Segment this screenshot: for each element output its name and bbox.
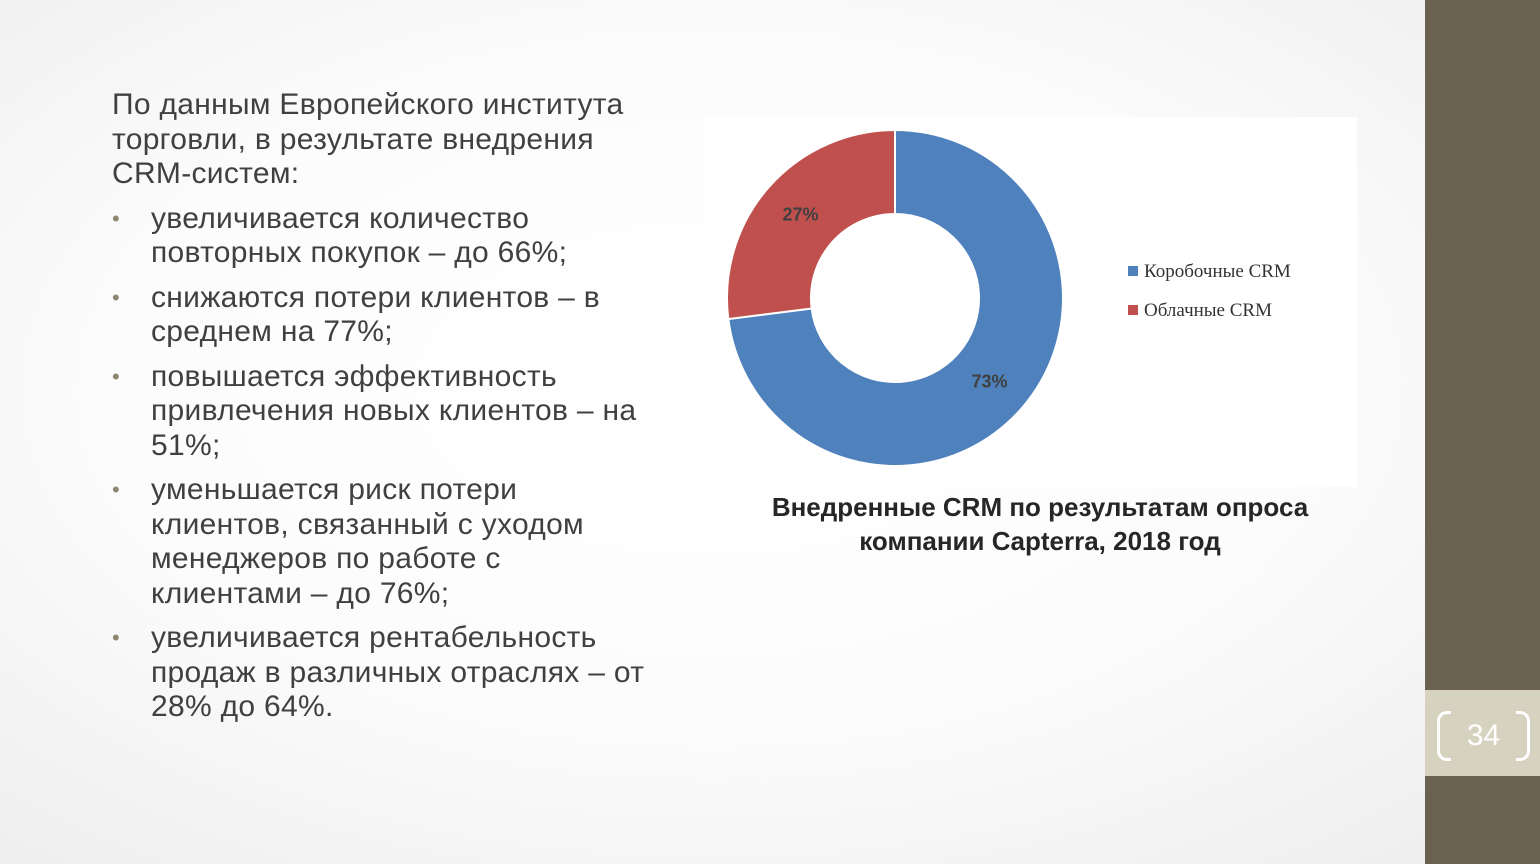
legend-label-1: Коробочные CRM bbox=[1144, 261, 1291, 282]
bullet-text: увеличивается рентабельность продаж в ра… bbox=[151, 621, 645, 723]
bullet-item: • повышается эффективность привлечения н… bbox=[112, 360, 652, 464]
intro-text: По данным Европейского института торговл… bbox=[112, 88, 624, 190]
legend-swatch-1 bbox=[1128, 266, 1138, 276]
donut-chart: 73% 27% Коробочные CRM Облачные CRM bbox=[726, 128, 1291, 467]
bullet-list: • увеличивается количество повторных пок… bbox=[112, 202, 652, 725]
page-number-bracket-right bbox=[1516, 711, 1530, 761]
donut-data-labels: 73% 27% bbox=[782, 205, 1007, 392]
bullet-item: • увеличивается количество повторных пок… bbox=[112, 202, 652, 271]
bullet-item: • уменьшается риск потери клиентов, связ… bbox=[112, 473, 652, 611]
legend-label-2: Облачные CRM bbox=[1144, 300, 1272, 321]
donut-slice-2 bbox=[726, 128, 896, 321]
body-text: По данным Европейского института торговл… bbox=[112, 88, 652, 735]
bullet-dot-icon: • bbox=[112, 205, 121, 231]
legend-swatch-2 bbox=[1128, 305, 1138, 315]
chart-title: Внедренные CRM по результатам опроса ком… bbox=[771, 492, 1309, 556]
bullet-item: • снижаются потери клиентов – в среднем … bbox=[112, 281, 652, 350]
bullet-text: уменьшается риск потери клиентов, связан… bbox=[151, 473, 584, 610]
bullet-dot-icon: • bbox=[112, 363, 121, 389]
bullet-text: повышается эффективность привлечения нов… bbox=[151, 359, 637, 462]
bullet-dot-icon: • bbox=[112, 284, 121, 310]
chart-legend: Коробочные CRM Облачные CRM bbox=[1128, 261, 1291, 321]
bullet-text: снижаются потери клиентов – в среднем на… bbox=[151, 280, 601, 349]
data-label-1: 73% bbox=[971, 371, 1007, 391]
page-number-bracket-left bbox=[1437, 711, 1451, 761]
bullet-item: • увеличивается рентабельность продаж в … bbox=[112, 621, 652, 725]
data-label-2: 27% bbox=[782, 205, 818, 225]
bullet-text: увеличивается количество повторных покуп… bbox=[151, 201, 568, 270]
page-number: 34 bbox=[1466, 719, 1501, 752]
chart-area: 73% 27% Коробочные CRM Облачные CRM bbox=[705, 117, 1357, 487]
donut-slices bbox=[726, 128, 1064, 467]
bullet-dot-icon: • bbox=[112, 477, 121, 502]
bullet-dot-icon: • bbox=[112, 625, 121, 650]
donut-slice-1 bbox=[727, 128, 1064, 467]
page-number-tab bbox=[1425, 690, 1540, 776]
